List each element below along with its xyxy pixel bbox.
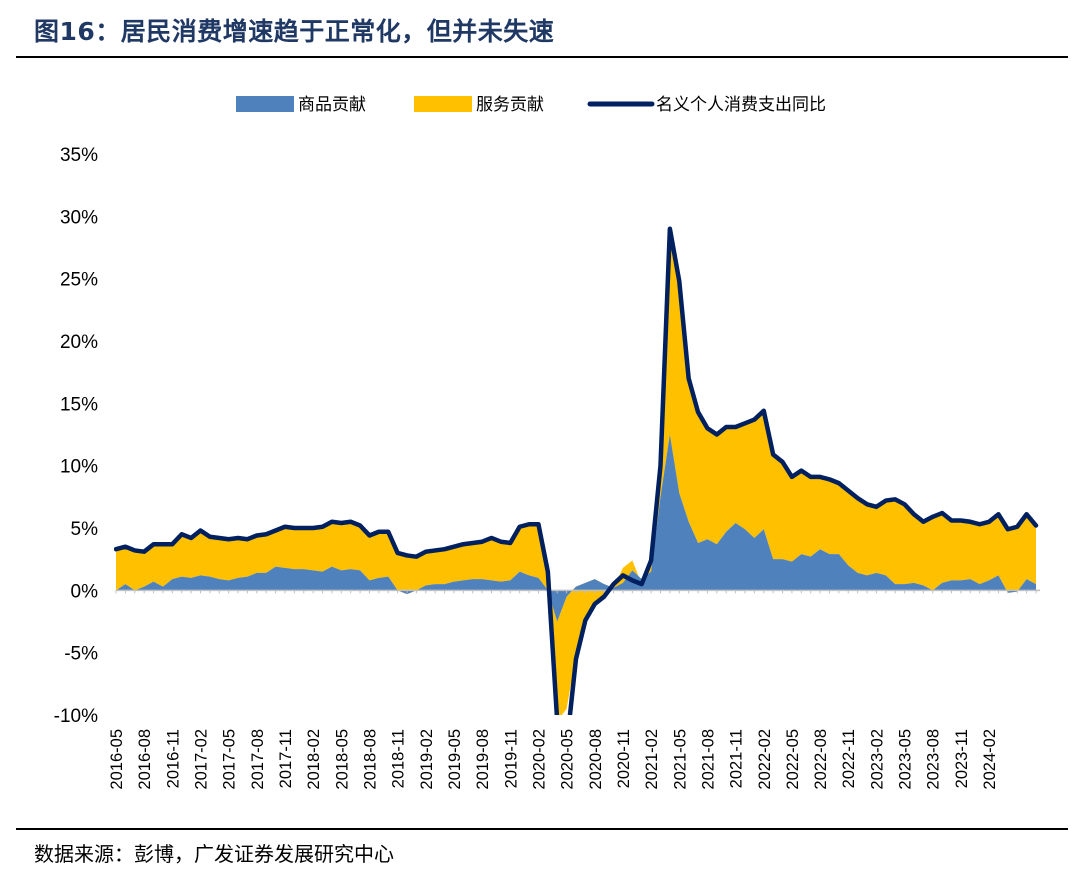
x-tick-label: 2020-08: [587, 729, 605, 790]
x-tick-label: 2019-08: [474, 729, 492, 790]
legend-services-label: 服务贡献: [476, 95, 544, 115]
x-tick-label: 2021-08: [699, 729, 717, 790]
x-axis-ticks: 2016-05 2016-08 2016-11 2017-02 2017-05 2017-…: [108, 729, 999, 790]
x-tick-label: 2023-11: [953, 729, 971, 788]
y-tick-label: 0%: [71, 581, 99, 602]
x-tick-label: 2019-05: [446, 729, 464, 790]
x-tick-label: 2016-08: [136, 729, 154, 790]
x-tick-label: 2021-11: [728, 729, 746, 788]
y-tick-label: -5%: [64, 644, 98, 665]
y-tick-label: 30%: [60, 207, 98, 228]
x-tick-label: 2017-08: [249, 729, 267, 790]
y-tick-label: 5%: [71, 519, 99, 540]
x-tick-label: 2024-02: [981, 729, 999, 790]
source-rule: [16, 828, 1068, 830]
x-tick-label: 2022-02: [756, 729, 774, 790]
x-tick-label: 2020-02: [530, 729, 548, 790]
figure-title: 图16：居民消费增速趋于正常化，但并未失速: [34, 17, 555, 46]
x-tick-label: 2020-05: [559, 729, 577, 790]
x-tick-label: 2021-05: [671, 729, 689, 790]
x-tick-label: 2019-02: [418, 729, 436, 790]
x-tick-label: 2020-11: [615, 729, 633, 788]
legend-total: 名义个人消费支出同比: [587, 95, 826, 115]
x-tick-label: 2021-02: [643, 729, 661, 790]
x-tick-label: 2022-11: [840, 729, 858, 788]
x-tick-label: 2023-08: [925, 729, 943, 790]
chart-legend: 商品贡献 服务贡献 名义个人消费支出同比: [236, 95, 826, 115]
legend-goods: 商品贡献: [236, 95, 366, 115]
legend-services: 服务贡献: [414, 95, 544, 115]
x-tick-label: 2022-05: [784, 729, 802, 790]
y-axis-ticks: 35% 30% 25% 20% 15% 10% 5% 0% -5% -10%: [54, 145, 98, 727]
x-tick-label: 2018-08: [361, 729, 379, 790]
y-tick-label: 25%: [60, 270, 98, 291]
x-tick-label: 2018-02: [305, 729, 323, 790]
x-tick-label: 2018-05: [333, 729, 351, 790]
y-tick-label: 20%: [60, 332, 98, 353]
x-tick-label: 2016-11: [164, 729, 182, 788]
x-tick-label: 2023-05: [897, 729, 915, 790]
x-tick-label: 2016-05: [108, 729, 126, 790]
x-tick-label: 2023-02: [868, 729, 886, 790]
x-tick-label: 2017-11: [277, 729, 295, 788]
x-tick-label: 2022-08: [812, 729, 830, 790]
source-note: 数据来源：彭博，广发证券发展研究中心: [34, 842, 394, 866]
legend-goods-label: 商品贡献: [298, 95, 366, 115]
total-line-group: [114, 226, 1039, 715]
legend-services-swatch: [414, 96, 472, 112]
y-tick-label: 35%: [60, 145, 98, 166]
legend-total-label: 名义个人消费支出同比: [656, 95, 826, 115]
series-total-line: [114, 226, 1039, 715]
services-area-group: [116, 228, 1036, 715]
x-tick-label: 2017-05: [221, 729, 239, 790]
goods-area-group: [116, 434, 1036, 622]
x-tick-label: 2017-02: [192, 729, 210, 790]
title-rule: [16, 56, 1068, 58]
y-tick-label: 15%: [60, 394, 98, 415]
x-tick-label: 2018-11: [390, 729, 408, 788]
y-tick-label: 10%: [60, 457, 98, 478]
series-services-area: [116, 228, 1036, 715]
y-tick-label: -10%: [54, 706, 98, 727]
series-goods-area: [116, 434, 1036, 622]
legend-goods-swatch: [236, 96, 294, 112]
x-tick-label: 2019-11: [502, 729, 520, 788]
x-axis: [115, 589, 1040, 594]
